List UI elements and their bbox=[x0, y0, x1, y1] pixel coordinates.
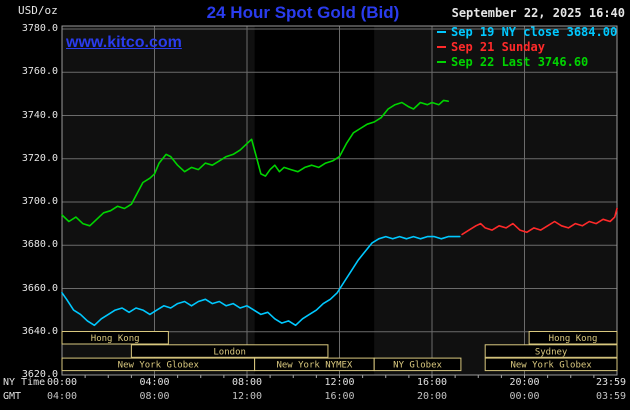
x-axis-tick: 03:59 bbox=[595, 391, 627, 402]
session-box bbox=[373, 357, 462, 372]
x-axis-tick: 23:59 bbox=[595, 377, 627, 388]
x-axis-tick: 20:00 bbox=[416, 391, 448, 402]
legend-item-sep22: Sep 22 Last 3746.60 bbox=[437, 55, 617, 70]
legend-item-sep21: Sep 21 Sunday bbox=[437, 40, 617, 55]
series-dash-icon bbox=[437, 31, 446, 33]
x-axis-tick: 20:00 bbox=[509, 377, 540, 388]
x-axis-tick: 16:00 bbox=[416, 377, 448, 388]
y-axis-tick: 3660.0 bbox=[21, 282, 58, 294]
kitco-link[interactable]: www.kitco.com bbox=[66, 34, 182, 51]
legend-label: Sep 21 Sunday bbox=[451, 40, 545, 54]
ny-time-caption: NY Time bbox=[3, 377, 46, 388]
session-box bbox=[130, 344, 329, 358]
x-axis-tick: 12:00 bbox=[324, 377, 355, 388]
x-axis-ny: 00:00 04:00 08:00 12:00 16:00 20:00 23:59 bbox=[0, 377, 630, 389]
x-axis-tick: 08:00 bbox=[231, 377, 263, 388]
y-axis-tick: 3760.0 bbox=[21, 66, 58, 78]
plot-border bbox=[61, 25, 618, 376]
x-axis-tick: 12:00 bbox=[231, 391, 263, 402]
y-axis-tick: 3700.0 bbox=[21, 196, 58, 207]
session-label: Hong Kong bbox=[91, 334, 140, 344]
y-axis-units-label: USD/oz bbox=[18, 4, 58, 17]
x-axis-tick: 00:00 bbox=[46, 377, 78, 388]
y-axis-tick: 3780.0 bbox=[21, 23, 58, 34]
series-dash-icon bbox=[437, 61, 446, 63]
x-axis-tick: 00:00 bbox=[509, 391, 540, 402]
x-axis-tick: 08:00 bbox=[139, 391, 170, 402]
session-label: London bbox=[213, 347, 246, 357]
y-axis-tick: 3620.0 bbox=[21, 369, 58, 380]
legend: Sep 19 NY close 3684.00 Sep 21 Sunday Se… bbox=[437, 25, 617, 70]
session-label: NY Globex bbox=[393, 361, 442, 371]
session-box bbox=[528, 331, 618, 345]
y-axis-tick: 3720.0 bbox=[21, 152, 58, 164]
series-line-2 bbox=[61, 99, 450, 227]
series-line-1 bbox=[461, 207, 618, 236]
session-box bbox=[61, 331, 169, 345]
series-line-0 bbox=[61, 235, 461, 327]
x-axis-tick: 04:00 bbox=[139, 377, 170, 388]
nymex-session-band bbox=[254, 26, 375, 375]
session-label: New York Globex bbox=[510, 361, 592, 371]
legend-label: Sep 19 NY close 3684.00 bbox=[451, 25, 618, 39]
legend-label: Sep 22 Last 3746.60 bbox=[451, 55, 589, 69]
session-label: New York Globex bbox=[118, 361, 200, 371]
session-box bbox=[484, 357, 618, 372]
session-label: New York NYMEX bbox=[276, 361, 352, 371]
chart-title: 24 Hour Spot Gold (Bid) bbox=[206, 3, 400, 22]
y-axis-tick: 3640.0 bbox=[21, 325, 58, 337]
session-label: Hong Kong bbox=[549, 334, 598, 344]
chart-datetime: September 22, 2025 16:40 bbox=[451, 6, 625, 20]
y-axis-tick: 3680.0 bbox=[21, 239, 58, 251]
x-axis-gmt: 04:00 08:00 12:00 16:00 20:00 00:00 03:59 bbox=[0, 391, 630, 403]
session-box bbox=[484, 344, 618, 358]
legend-item-sep19: Sep 19 NY close 3684.00 bbox=[437, 25, 617, 40]
x-axis-tick: 16:00 bbox=[324, 391, 355, 402]
x-axis-tick: 04:00 bbox=[46, 391, 78, 402]
session-label: Sydney bbox=[535, 347, 568, 357]
gmt-caption: GMT bbox=[3, 391, 22, 402]
series-dash-icon bbox=[437, 46, 446, 48]
y-axis-tick: 3740.0 bbox=[21, 109, 58, 121]
